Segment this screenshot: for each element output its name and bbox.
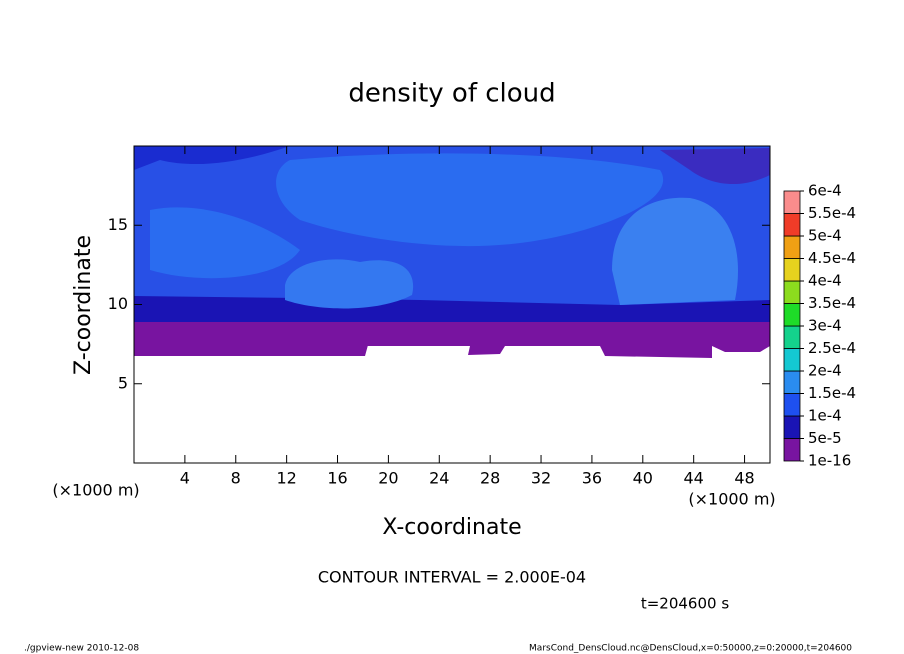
footer-left: ./gpview-new 2010-12-08 <box>24 644 139 654</box>
colorbar-box <box>783 370 801 394</box>
colorbar-box <box>783 303 801 327</box>
colorbar-label: 1e-16 <box>808 452 851 470</box>
colorbar-label: 2e-4 <box>808 362 842 380</box>
colorbar-box <box>783 258 801 282</box>
y-tick-label: 10 <box>108 294 128 313</box>
colorbar-box <box>783 393 801 417</box>
colorbar-box <box>783 235 801 259</box>
contour-region <box>276 153 664 247</box>
colorbar-label: 6e-4 <box>808 182 842 200</box>
y-unit: (×1000 m) <box>52 481 139 500</box>
colorbar-box <box>783 325 801 349</box>
contour-region <box>134 320 770 358</box>
x-tick-label: 40 <box>633 469 653 488</box>
y-tick-label: 15 <box>108 215 128 234</box>
contour-region <box>285 259 414 309</box>
colorbar-label: 3.5e-4 <box>808 294 856 312</box>
y-axis-label: Z-coordinate <box>71 235 96 375</box>
colorbar-box <box>783 213 801 237</box>
colorbar-label: 4e-4 <box>808 272 842 290</box>
x-tick-label: 44 <box>684 469 704 488</box>
y-tick-label: 5 <box>118 373 128 392</box>
x-tick-label: 4 <box>180 469 190 488</box>
colorbar-label: 3e-4 <box>808 317 842 335</box>
contour-region <box>150 207 300 279</box>
colorbar-box <box>783 190 801 214</box>
colorbar-box <box>783 280 801 304</box>
colorbar-label: 1.5e-4 <box>808 384 856 402</box>
footer-right: MarsCond_DensCloud.nc@DensCloud,x=0:5000… <box>529 644 852 654</box>
contour-region <box>134 146 290 170</box>
time-label: t=204600 s <box>641 595 729 613</box>
x-tick-label: 12 <box>276 469 296 488</box>
x-tick-label: 32 <box>531 469 551 488</box>
colorbar-label: 1e-4 <box>808 407 842 425</box>
colorbar-label: 2.5e-4 <box>808 339 856 357</box>
colorbar-label: 5.5e-4 <box>808 204 856 222</box>
x-tick-label: 28 <box>480 469 500 488</box>
colorbar-box <box>783 415 801 439</box>
colorbar-label: 4.5e-4 <box>808 249 856 267</box>
colorbar-box <box>783 438 801 462</box>
contour-region <box>612 197 738 305</box>
contour-interval: CONTOUR INTERVAL = 2.000E-04 <box>318 568 586 587</box>
x-tick-label: 36 <box>582 469 602 488</box>
x-tick-label: 48 <box>734 469 754 488</box>
x-tick-label: 16 <box>327 469 347 488</box>
x-axis-label: X-coordinate <box>382 515 521 540</box>
contour-field <box>134 146 770 358</box>
colorbar-label: 5e-4 <box>808 227 842 245</box>
contour-region <box>660 148 770 185</box>
x-tick-label: 8 <box>231 469 241 488</box>
colorbar-box <box>783 348 801 372</box>
x-tick-label: 24 <box>429 469 449 488</box>
colorbar-label: 5e-5 <box>808 429 842 447</box>
x-unit: (×1000 m) <box>688 490 775 509</box>
chart-title: density of cloud <box>348 79 555 109</box>
x-tick-label: 20 <box>378 469 398 488</box>
